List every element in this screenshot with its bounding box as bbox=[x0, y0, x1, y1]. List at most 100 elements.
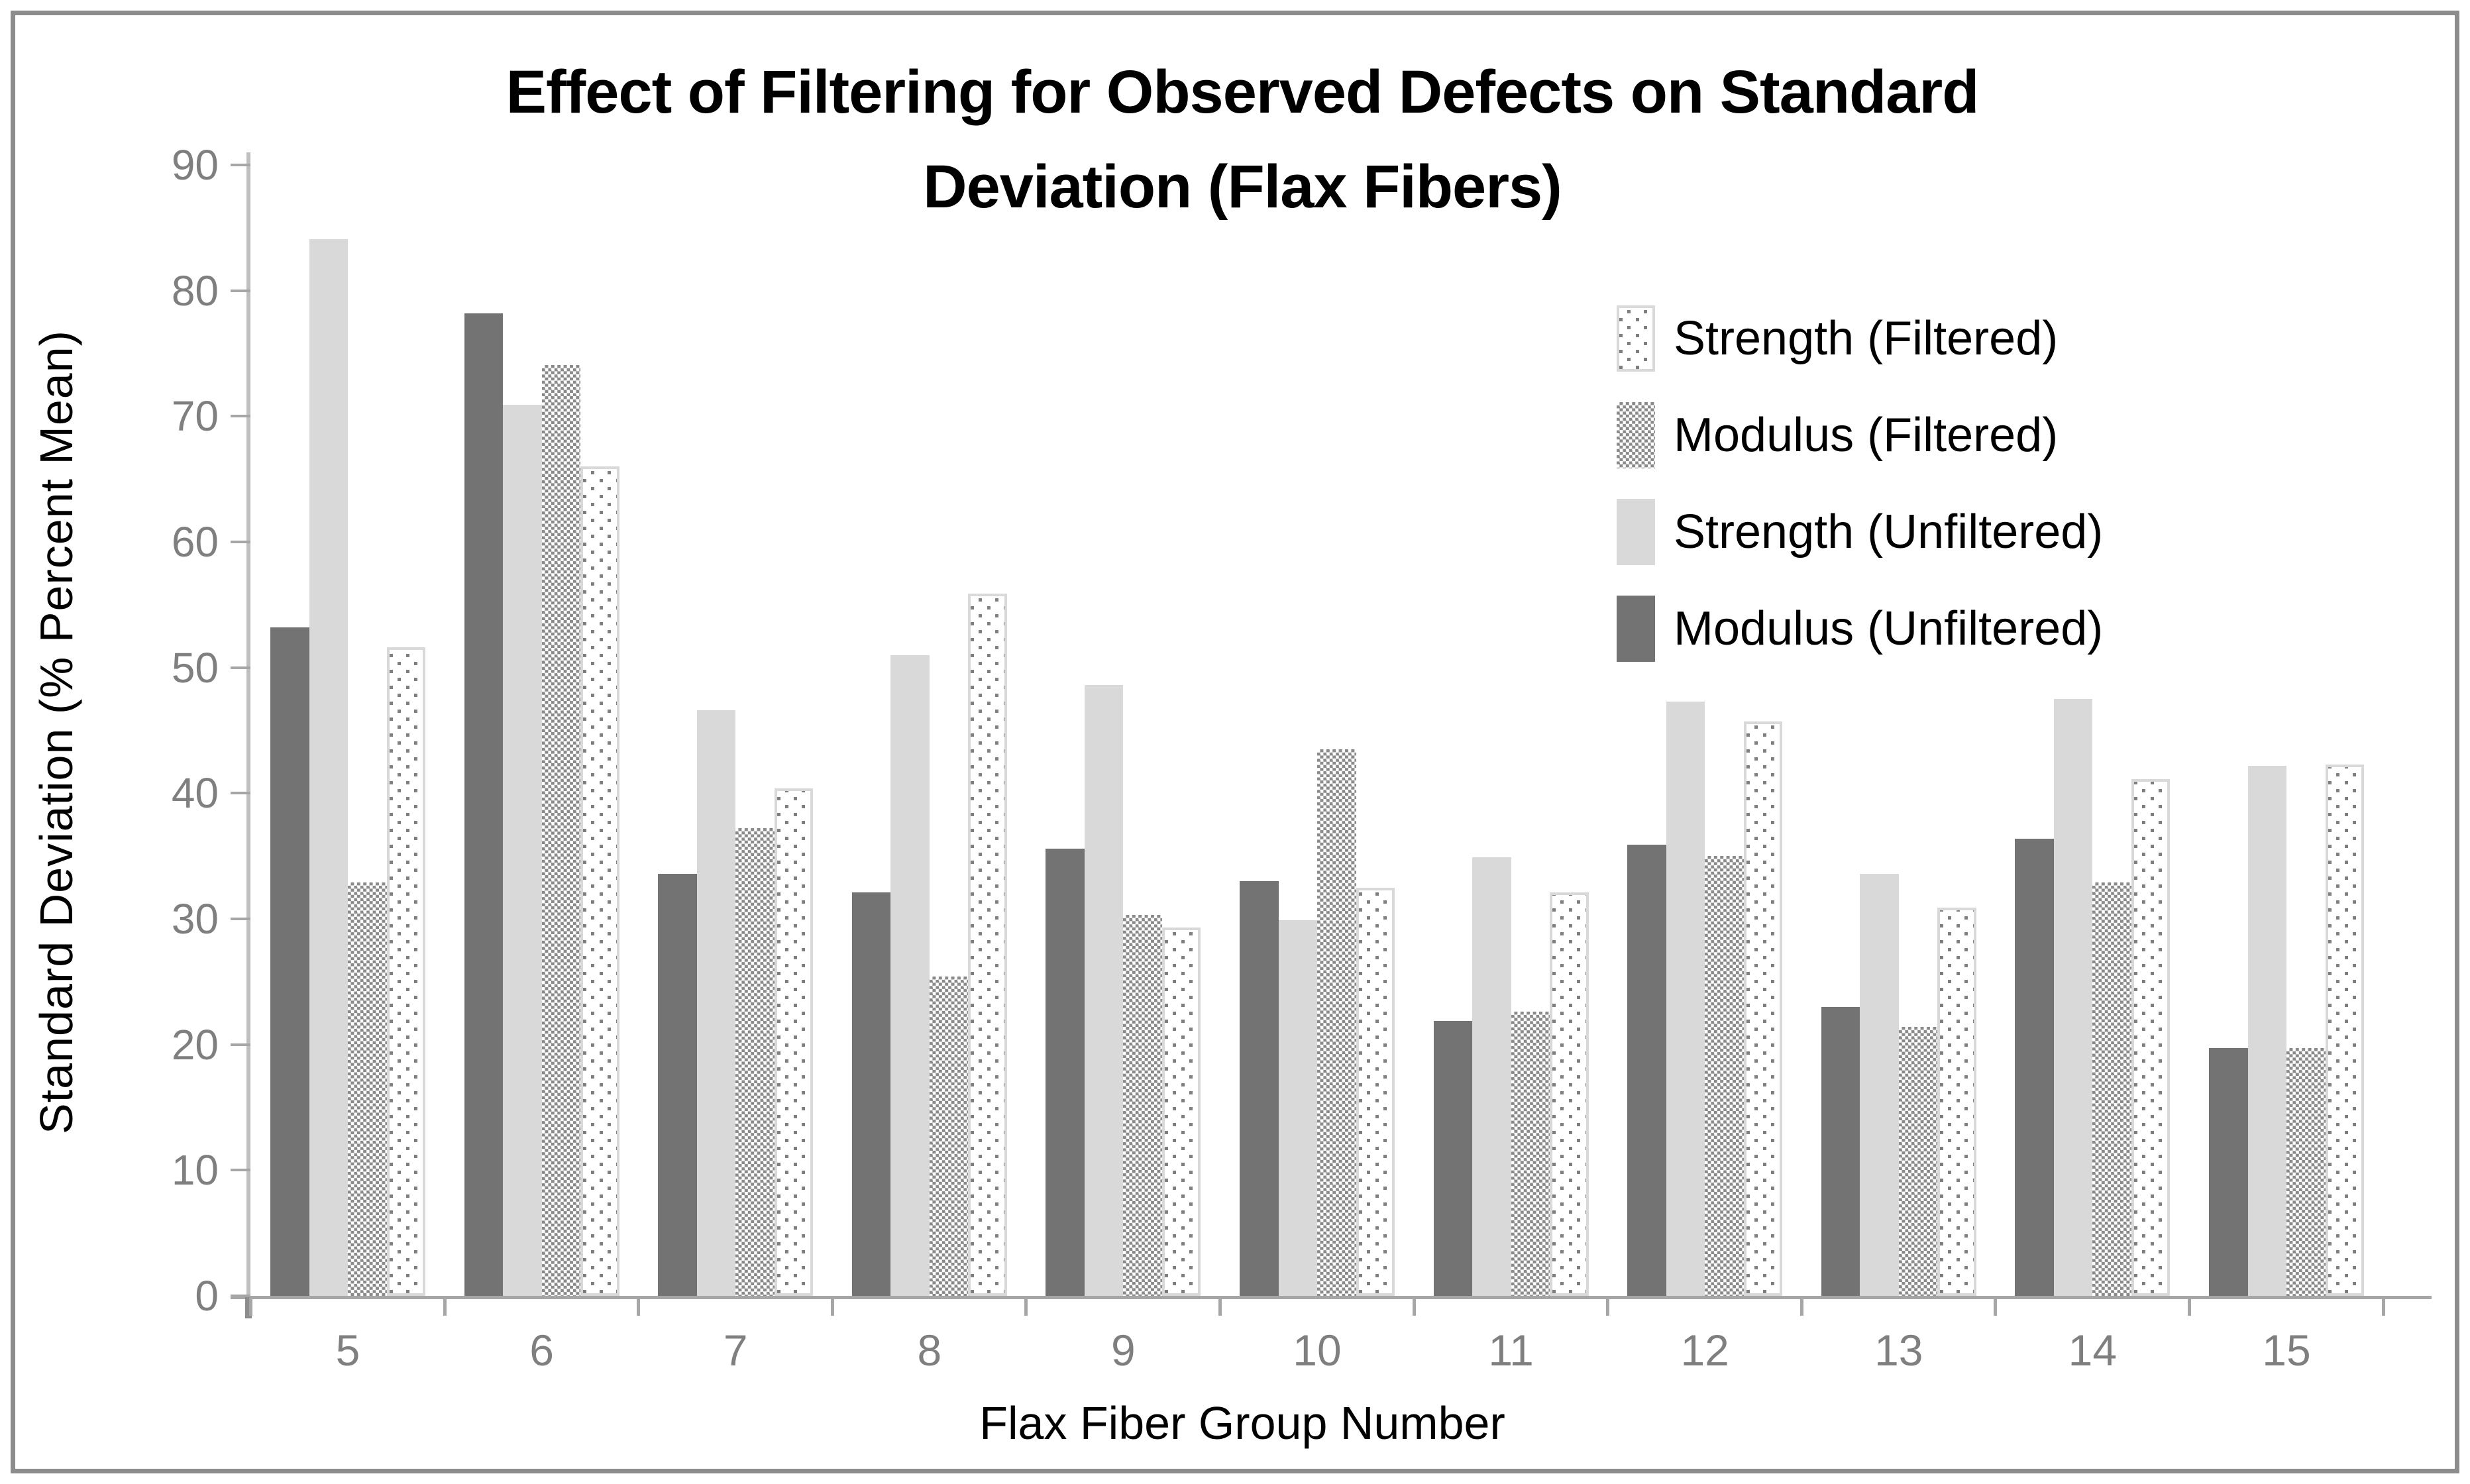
legend-item-modulus-filtered-: Modulus (Filtered) bbox=[1617, 387, 2103, 484]
x-tick-label-7: 7 bbox=[723, 1326, 748, 1375]
y-tick-label-70: 70 bbox=[171, 392, 219, 441]
x-tick-mark-8 bbox=[1799, 1296, 1803, 1316]
bar-solid-light-group-5 bbox=[309, 238, 348, 1296]
bar-checker-group-6 bbox=[541, 364, 581, 1296]
bar-solid-light-group-15 bbox=[2247, 765, 2286, 1296]
bar-solid-light-group-12 bbox=[1666, 701, 1705, 1296]
bar-solid-dark-group-14 bbox=[2015, 838, 2054, 1296]
dot-pattern-layer bbox=[1358, 890, 1392, 1293]
y-tick-label-90: 90 bbox=[171, 141, 219, 189]
y-axis-title: Standard Deviation (% Percent Mean) bbox=[30, 330, 82, 1134]
y-tick-label-0: 0 bbox=[195, 1272, 219, 1320]
bar-solid-light-group-7 bbox=[696, 710, 736, 1296]
x-tick-mark-2 bbox=[637, 1296, 641, 1316]
bar-dotted-group-8 bbox=[968, 593, 1007, 1296]
y-tick-mark-10 bbox=[231, 1169, 250, 1172]
bar-solid-dark-group-15 bbox=[2209, 1048, 2248, 1296]
chart-title-line-2: Deviation (Flax Fibers) bbox=[923, 152, 1562, 221]
x-tick-mark-10 bbox=[2188, 1296, 2191, 1316]
chart-title-line-1: Effect of Filtering for Observed Defects… bbox=[506, 58, 1980, 126]
x-axis-origin-tick bbox=[245, 1296, 252, 1318]
x-tick-mark-6 bbox=[1412, 1296, 1416, 1316]
x-tick-mark-3 bbox=[830, 1296, 834, 1316]
x-tick-mark-11 bbox=[2381, 1296, 2385, 1316]
x-tick-mark-9 bbox=[1994, 1296, 1998, 1316]
x-axis-line bbox=[231, 1296, 2432, 1299]
plot-area bbox=[250, 165, 2425, 1296]
bar-checker-group-12 bbox=[1705, 856, 1744, 1296]
dot-pattern-layer bbox=[1746, 724, 1780, 1293]
x-tick-label-6: 6 bbox=[529, 1326, 554, 1375]
dot-pattern-layer bbox=[2133, 782, 2168, 1293]
legend-item-strength-filtered-: Strength (Filtered) bbox=[1617, 290, 2103, 387]
bar-solid-light-group-14 bbox=[2053, 699, 2093, 1296]
legend-swatch-solid-light-icon bbox=[1617, 499, 1655, 565]
bar-solid-light-group-6 bbox=[503, 405, 542, 1296]
x-tick-label-5: 5 bbox=[335, 1326, 360, 1375]
legend: Strength (Filtered) Modulus (Filtered) Str… bbox=[1617, 290, 2103, 677]
bar-solid-dark-group-7 bbox=[658, 873, 697, 1296]
dot-pattern-layer bbox=[777, 790, 811, 1293]
x-tick-label-15: 15 bbox=[2262, 1326, 2311, 1375]
bar-checker-group-15 bbox=[2286, 1048, 2326, 1296]
legend-item-strength-unfiltered-: Strength (Unfiltered) bbox=[1617, 484, 2103, 580]
y-axis-line bbox=[246, 152, 250, 1300]
bar-dotted-group-15 bbox=[2325, 764, 2364, 1296]
bar-solid-light-group-11 bbox=[1472, 857, 1511, 1296]
y-tick-label-50: 50 bbox=[171, 643, 219, 692]
y-tick-label-10: 10 bbox=[171, 1146, 219, 1194]
bar-checker-group-10 bbox=[1317, 749, 1356, 1296]
legend-swatch-dotted-icon bbox=[1617, 305, 1655, 372]
dot-pattern-layer bbox=[1164, 930, 1199, 1293]
y-tick-label-20: 20 bbox=[171, 1020, 219, 1069]
x-tick-label-13: 13 bbox=[1874, 1326, 1923, 1375]
dot-pattern-layer bbox=[1619, 308, 1652, 369]
dot-pattern-layer bbox=[389, 650, 423, 1293]
chart-title: Effect of Filtering for Observed Defects… bbox=[199, 45, 2286, 234]
bar-checker-group-11 bbox=[1511, 1012, 1550, 1296]
bar-solid-dark-group-5 bbox=[270, 627, 309, 1296]
legend-label: Strength (Unfiltered) bbox=[1674, 505, 2104, 558]
legend-item-modulus-unfiltered-: Modulus (Unfiltered) bbox=[1617, 580, 2103, 677]
bar-solid-dark-group-13 bbox=[1821, 1006, 1860, 1296]
legend-swatch-checker-icon bbox=[1617, 402, 1655, 468]
x-tick-mark-5 bbox=[1218, 1296, 1222, 1316]
x-tick-label-14: 14 bbox=[2068, 1326, 2118, 1375]
bar-dotted-group-9 bbox=[1161, 928, 1201, 1296]
bar-dotted-group-11 bbox=[1550, 892, 1589, 1296]
y-tick-mark-40 bbox=[231, 792, 250, 795]
dot-pattern-layer bbox=[1940, 910, 1974, 1293]
y-tick-mark-90 bbox=[231, 164, 250, 166]
bar-dotted-group-14 bbox=[2131, 779, 2171, 1296]
y-tick-mark-30 bbox=[231, 918, 250, 920]
y-tick-label-30: 30 bbox=[171, 895, 219, 943]
legend-label: Strength (Filtered) bbox=[1674, 312, 2059, 365]
bar-dotted-group-5 bbox=[386, 647, 425, 1296]
y-tick-mark-20 bbox=[231, 1043, 250, 1046]
dot-pattern-layer bbox=[583, 469, 617, 1293]
bar-dotted-group-10 bbox=[1356, 887, 1395, 1296]
bar-solid-light-group-8 bbox=[890, 655, 930, 1296]
x-axis-title: Flax Fiber Group Number bbox=[979, 1397, 1505, 1449]
bar-checker-group-5 bbox=[348, 882, 387, 1296]
x-tick-label-12: 12 bbox=[1680, 1326, 1729, 1375]
bar-solid-dark-group-8 bbox=[851, 892, 891, 1296]
y-tick-label-40: 40 bbox=[171, 769, 219, 818]
y-tick-mark-80 bbox=[231, 289, 250, 292]
bar-solid-dark-group-10 bbox=[1240, 881, 1279, 1296]
x-tick-mark-4 bbox=[1024, 1296, 1028, 1316]
bar-checker-group-7 bbox=[735, 828, 775, 1296]
bar-checker-group-14 bbox=[2092, 882, 2131, 1296]
bar-checker-group-9 bbox=[1123, 915, 1162, 1296]
x-tick-mark-7 bbox=[1606, 1296, 1610, 1316]
bar-checker-group-8 bbox=[929, 977, 969, 1296]
y-tick-mark-60 bbox=[231, 541, 250, 543]
bar-dotted-group-13 bbox=[1937, 907, 1976, 1296]
dot-pattern-layer bbox=[1552, 895, 1586, 1293]
bar-solid-dark-group-11 bbox=[1433, 1020, 1473, 1296]
x-tick-label-10: 10 bbox=[1293, 1326, 1342, 1375]
legend-label: Modulus (Unfiltered) bbox=[1674, 602, 2104, 655]
legend-label: Modulus (Filtered) bbox=[1674, 409, 2059, 462]
y-tick-mark-50 bbox=[231, 666, 250, 669]
y-tick-label-60: 60 bbox=[171, 518, 219, 566]
